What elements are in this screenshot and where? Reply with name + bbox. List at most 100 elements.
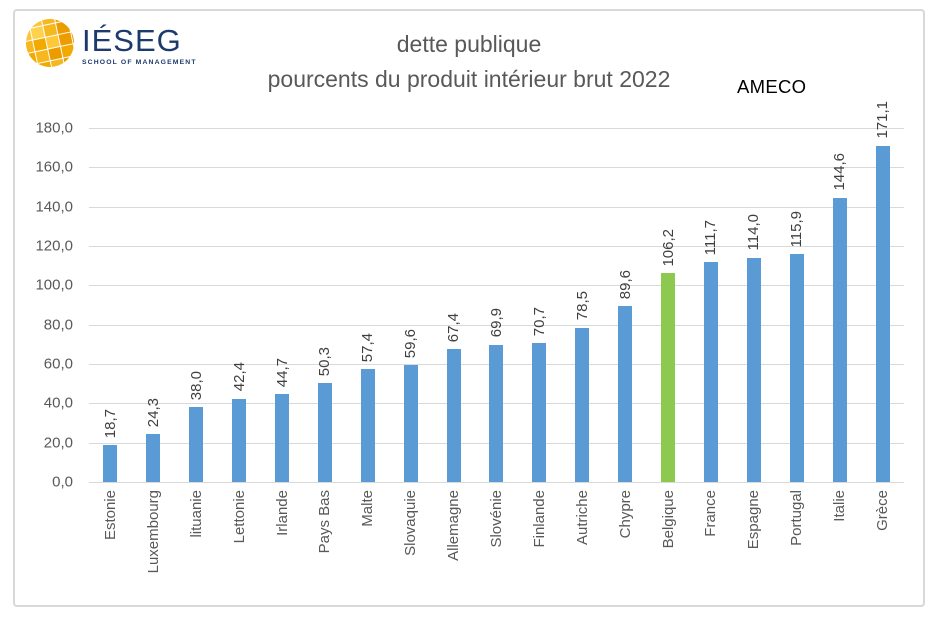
x-tick-slot: Autriche bbox=[561, 490, 604, 606]
gridline bbox=[89, 167, 904, 169]
bar-value-label-wrap: 59,6 bbox=[389, 329, 432, 358]
x-tick-label-Portugal: Portugal bbox=[788, 490, 806, 546]
x-tick-label-Italie: Italie bbox=[831, 490, 849, 522]
bar-slot-Chypre: 89,6 bbox=[604, 128, 647, 482]
x-tick-slot: Espagne bbox=[732, 490, 775, 606]
x-tick-slot: France bbox=[690, 490, 733, 606]
x-tick-slot: Finlande bbox=[518, 490, 561, 606]
x-tick-label-Belgique: Belgique bbox=[659, 490, 677, 549]
bar-value-label: 38,0 bbox=[187, 371, 205, 401]
bar-value-label-wrap: 38,0 bbox=[175, 371, 218, 400]
x-tick-label-Finlande: Finlande bbox=[530, 490, 548, 548]
x-tick-slot: Irlande bbox=[261, 490, 304, 606]
bar-value-label-wrap: 70,7 bbox=[518, 307, 561, 336]
bar-value-label: 24,3 bbox=[144, 398, 162, 428]
y-tick-label: 80,0 bbox=[43, 316, 73, 334]
bar-value-label: 78,5 bbox=[573, 291, 591, 321]
bar-value-label-wrap: 78,5 bbox=[561, 291, 604, 320]
x-tick-slot: Grèce bbox=[861, 490, 904, 606]
ieseg-globe-icon bbox=[26, 19, 74, 67]
y-tick-label: 100,0 bbox=[35, 276, 73, 294]
bar-value-label: 106,2 bbox=[659, 228, 677, 267]
gridline bbox=[89, 482, 904, 483]
bar-Espagne bbox=[746, 257, 761, 482]
bar-Estonie bbox=[103, 445, 118, 482]
x-tick-label-lituanie: lituanie bbox=[187, 490, 205, 538]
x-tick-label-Lettonie: Lettonie bbox=[230, 490, 248, 544]
bar-slot-Belgique: 106,2 bbox=[647, 128, 690, 482]
bar-Belgique bbox=[661, 273, 676, 482]
bar-slot-Lettonie: 42,4 bbox=[218, 128, 261, 482]
x-tick-label-Malte: Malte bbox=[359, 490, 377, 527]
bar-value-label: 144,6 bbox=[831, 153, 849, 191]
bar-value-label-wrap: 89,6 bbox=[604, 270, 647, 299]
x-tick-label-France: France bbox=[702, 490, 720, 537]
bar-slot-Finlande: 70,7 bbox=[518, 128, 561, 482]
bar-value-label: 42,4 bbox=[230, 362, 248, 392]
gridline bbox=[89, 324, 904, 326]
bar-value-label-wrap: 42,4 bbox=[218, 362, 261, 391]
bar-lituanie bbox=[189, 407, 204, 482]
y-tick-label: 180,0 bbox=[35, 119, 73, 137]
x-tick-slot: Estonie bbox=[89, 490, 132, 606]
bar-slot-Autriche: 78,5 bbox=[561, 128, 604, 482]
x-tick-slot: Chypre bbox=[604, 490, 647, 606]
bar-value-label: 50,3 bbox=[316, 346, 334, 377]
bar-slot-Espagne: 114,0 bbox=[732, 128, 775, 482]
bar-value-label-wrap: 144,6 bbox=[818, 153, 861, 191]
bar-slot-Estonie: 18,7 bbox=[89, 128, 132, 482]
x-tick-slot: Italie bbox=[818, 490, 861, 606]
plot-area: 18,7 24,3 38,0 42,4 44,7 50,3 57,4 59,6 67,4 69,9… bbox=[89, 101, 904, 483]
x-tick-label-Pays Bas: Pays Bas bbox=[316, 490, 334, 554]
bar-Irlande bbox=[275, 394, 290, 482]
bar-Slovaquie bbox=[403, 364, 418, 482]
x-tick-slot: Luxembourg bbox=[132, 490, 175, 606]
bar-Italie bbox=[832, 197, 847, 482]
x-tick-label-Autriche: Autriche bbox=[573, 490, 591, 546]
bar-slot-Luxembourg: 24,3 bbox=[132, 128, 175, 482]
x-tick-slot: Malte bbox=[346, 490, 389, 606]
bar-slot-Portugal: 115,9 bbox=[775, 128, 818, 482]
bar-value-label-wrap: 44,7 bbox=[261, 358, 304, 387]
bar-slot-Allemagne: 67,4 bbox=[432, 128, 475, 482]
bar-Slovénie bbox=[489, 344, 504, 482]
bar-slot-Irlande: 44,7 bbox=[261, 128, 304, 482]
bar-Malte bbox=[360, 369, 375, 482]
bar-Lettonie bbox=[232, 398, 247, 482]
bar-value-label-wrap: 115,9 bbox=[775, 211, 818, 247]
bar-value-label: 70,7 bbox=[530, 306, 548, 336]
bar-value-label: 171,1 bbox=[874, 100, 892, 139]
bar-value-label: 89,6 bbox=[616, 269, 634, 299]
bar-slot-Grèce: 171,1 bbox=[861, 101, 904, 482]
bar-value-label: 67,4 bbox=[445, 313, 463, 343]
bar-Chypre bbox=[618, 305, 633, 482]
x-tick-slot: Pays Bas bbox=[303, 490, 346, 606]
x-tick-label-Espagne: Espagne bbox=[745, 490, 763, 550]
x-tick-slot: Allemagne bbox=[432, 490, 475, 606]
x-tick-slot: Slovaquie bbox=[389, 490, 432, 606]
bar-value-label-wrap: 57,4 bbox=[346, 333, 389, 362]
x-axis: Estonie Luxembourg lituanie Lettonie Irlande… bbox=[89, 490, 904, 606]
y-tick-label: 60,0 bbox=[43, 355, 73, 373]
y-tick-label: 40,0 bbox=[43, 394, 73, 412]
chart-header: dette publique pourcents du produit inté… bbox=[15, 29, 923, 97]
x-tick-slot: lituanie bbox=[175, 490, 218, 606]
bar-value-label: 57,4 bbox=[359, 332, 377, 363]
bar-Pays Bas bbox=[317, 383, 332, 482]
bar-slot-France: 111,7 bbox=[690, 128, 733, 482]
chart-subtitle-row: pourcents du produit intérieur brut 2022… bbox=[15, 64, 923, 97]
y-tick-label: 160,0 bbox=[35, 158, 73, 176]
ieseg-logo: IÉSEG SCHOOL OF MANAGEMENT bbox=[25, 17, 197, 69]
bar-Luxembourg bbox=[146, 434, 161, 482]
bar-value-label-wrap: 111,7 bbox=[690, 220, 733, 255]
gridline bbox=[89, 246, 904, 247]
gridline bbox=[89, 206, 904, 208]
bar-value-label: 18,7 bbox=[101, 409, 119, 439]
bar-value-label-wrap: 106,2 bbox=[647, 229, 690, 267]
x-tick-slot: Belgique bbox=[647, 490, 690, 606]
bar-value-label: 44,7 bbox=[273, 357, 291, 388]
bar-value-label-wrap: 24,3 bbox=[132, 398, 175, 427]
bar-slot-Slovénie: 69,9 bbox=[475, 128, 518, 482]
bar-value-label-wrap: 67,4 bbox=[432, 313, 475, 342]
bar-slot-Italie: 144,6 bbox=[818, 128, 861, 482]
